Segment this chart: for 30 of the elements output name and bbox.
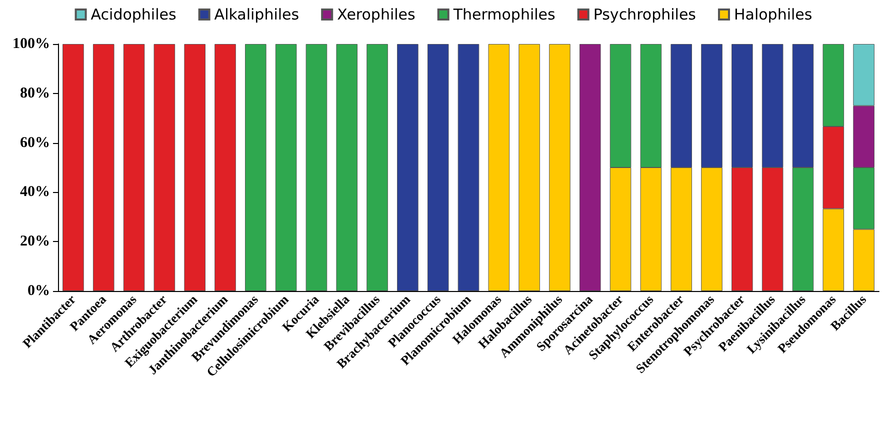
bar [458,44,480,291]
bar [488,44,510,291]
y-tick-label: 40% [20,184,50,200]
y-tick-label: 80% [20,85,50,102]
bar [427,44,449,291]
bar [579,44,601,291]
bar [92,44,114,291]
bar [245,44,266,291]
bar [62,44,84,291]
bar [518,44,540,291]
y-tick-label: 0% [28,283,50,299]
legend-label: Thermophiles [452,6,556,24]
legend-label: Alkaliphiles [214,6,300,24]
legend-label: Halophiles [734,6,812,24]
bar [154,44,176,291]
bar [184,44,206,291]
y-tick-label: 60% [20,134,50,151]
bar [549,44,570,291]
bar [275,44,297,291]
bar [123,44,145,291]
legend-label: Psychrophiles [593,6,696,24]
bar [306,44,328,291]
legend-label: Xerophiles [337,6,416,24]
bar [336,44,358,291]
y-tick-label: 20% [20,234,50,250]
bar [214,44,236,291]
bar [397,44,418,291]
bar [366,44,388,291]
legend-label: Acidophiles [90,6,176,24]
y-tick-label: 100% [12,36,50,52]
